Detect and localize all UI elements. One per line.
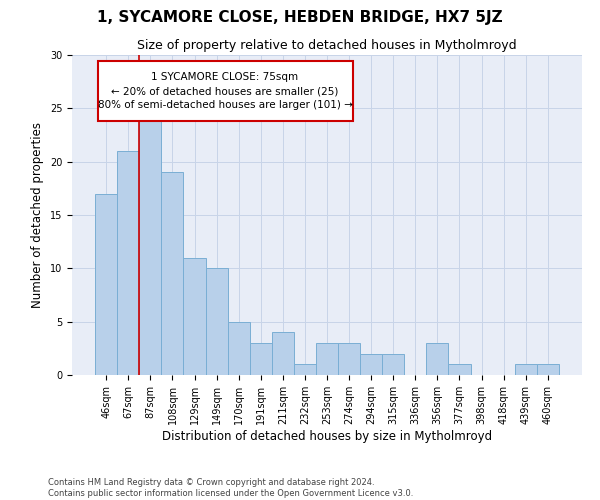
- Text: 1, SYCAMORE CLOSE, HEBDEN BRIDGE, HX7 5JZ: 1, SYCAMORE CLOSE, HEBDEN BRIDGE, HX7 5J…: [97, 10, 503, 25]
- Bar: [360, 354, 382, 375]
- Title: Size of property relative to detached houses in Mytholmroyd: Size of property relative to detached ho…: [137, 40, 517, 52]
- Text: 1 SYCAMORE CLOSE: 75sqm
← 20% of detached houses are smaller (25)
80% of semi-de: 1 SYCAMORE CLOSE: 75sqm ← 20% of detache…: [98, 72, 352, 110]
- Bar: [184, 258, 206, 375]
- FancyBboxPatch shape: [97, 62, 353, 120]
- Bar: [161, 172, 184, 375]
- Bar: [448, 364, 470, 375]
- Y-axis label: Number of detached properties: Number of detached properties: [31, 122, 44, 308]
- Bar: [537, 364, 559, 375]
- Bar: [427, 343, 448, 375]
- Bar: [139, 108, 161, 375]
- Bar: [227, 322, 250, 375]
- Bar: [272, 332, 294, 375]
- Bar: [206, 268, 227, 375]
- Text: Contains HM Land Registry data © Crown copyright and database right 2024.
Contai: Contains HM Land Registry data © Crown c…: [48, 478, 413, 498]
- Bar: [117, 151, 139, 375]
- Bar: [294, 364, 316, 375]
- Bar: [316, 343, 338, 375]
- Bar: [338, 343, 360, 375]
- Bar: [95, 194, 117, 375]
- X-axis label: Distribution of detached houses by size in Mytholmroyd: Distribution of detached houses by size …: [162, 430, 492, 442]
- Bar: [250, 343, 272, 375]
- Bar: [515, 364, 537, 375]
- Bar: [382, 354, 404, 375]
